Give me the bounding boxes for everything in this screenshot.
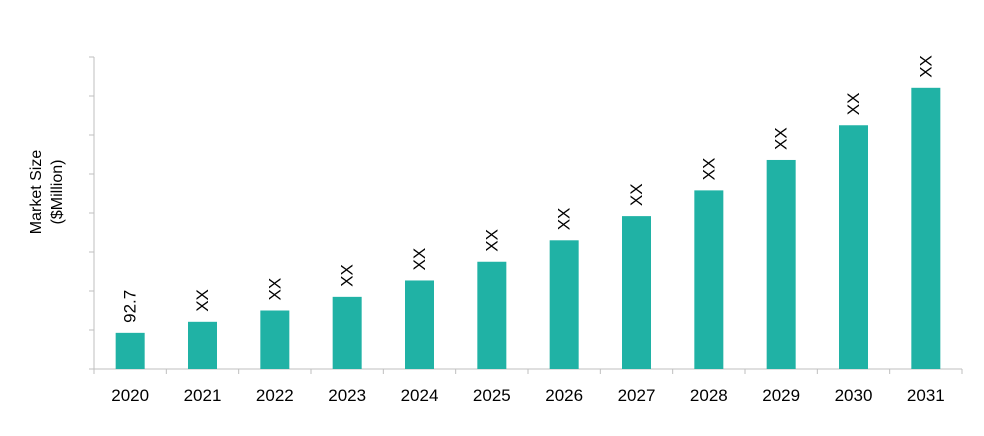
data-label-2031: XX: [916, 55, 935, 78]
bar-2025: [477, 261, 507, 369]
x-tick-label-2031: 2031: [907, 386, 945, 405]
data-label-2030: XX: [844, 93, 863, 116]
bar-2027: [622, 216, 651, 369]
data-labels: 92.7 XX XX XX XX XX XX XX XX XX XX XX: [121, 55, 936, 323]
bars: [115, 87, 941, 369]
bar-2031: [911, 87, 941, 369]
data-label-2026: XX: [555, 208, 574, 231]
x-tick-label-2024: 2024: [401, 386, 439, 405]
y-axis: [89, 56, 95, 370]
data-label-2020: 92.7: [121, 290, 140, 323]
data-label-2028: XX: [699, 158, 718, 181]
x-axis: [93, 368, 963, 374]
bar-2022: [260, 310, 290, 369]
x-tick-label-2025: 2025: [473, 386, 511, 405]
data-label-2027: XX: [627, 183, 646, 206]
bar-2028: [694, 190, 724, 369]
y-axis-title-line2: ($Million): [49, 160, 66, 225]
bar-2029: [766, 159, 796, 369]
y-axis-title-line1: Market Size: [28, 150, 45, 235]
bar-2026: [549, 240, 579, 369]
x-tick-label-2027: 2027: [618, 386, 656, 405]
data-label-2023: XX: [338, 264, 357, 287]
bar-2024: [405, 280, 434, 369]
x-tick-labels: 2020 2021 2022 2023 2024 2025 2026 2027 2028 2029…: [111, 386, 944, 405]
x-tick-label-2022: 2022: [256, 386, 294, 405]
x-tick-label-2028: 2028: [690, 386, 728, 405]
bar-2030: [839, 125, 868, 369]
data-label-2024: XX: [410, 248, 429, 271]
data-label-2021: XX: [193, 289, 212, 312]
data-label-2025: XX: [482, 229, 501, 252]
x-tick-label-2020: 2020: [111, 386, 149, 405]
data-label-2029: XX: [772, 127, 791, 150]
bar-2023: [332, 296, 362, 369]
data-label-2022: XX: [265, 278, 284, 301]
x-tick-label-2026: 2026: [545, 386, 583, 405]
x-tick-label-2021: 2021: [184, 386, 222, 405]
x-tick-label-2029: 2029: [762, 386, 800, 405]
x-tick-label-2030: 2030: [835, 386, 873, 405]
bar-2020: [115, 332, 145, 369]
x-tick-label-2023: 2023: [328, 386, 366, 405]
bar-2021: [188, 321, 217, 369]
